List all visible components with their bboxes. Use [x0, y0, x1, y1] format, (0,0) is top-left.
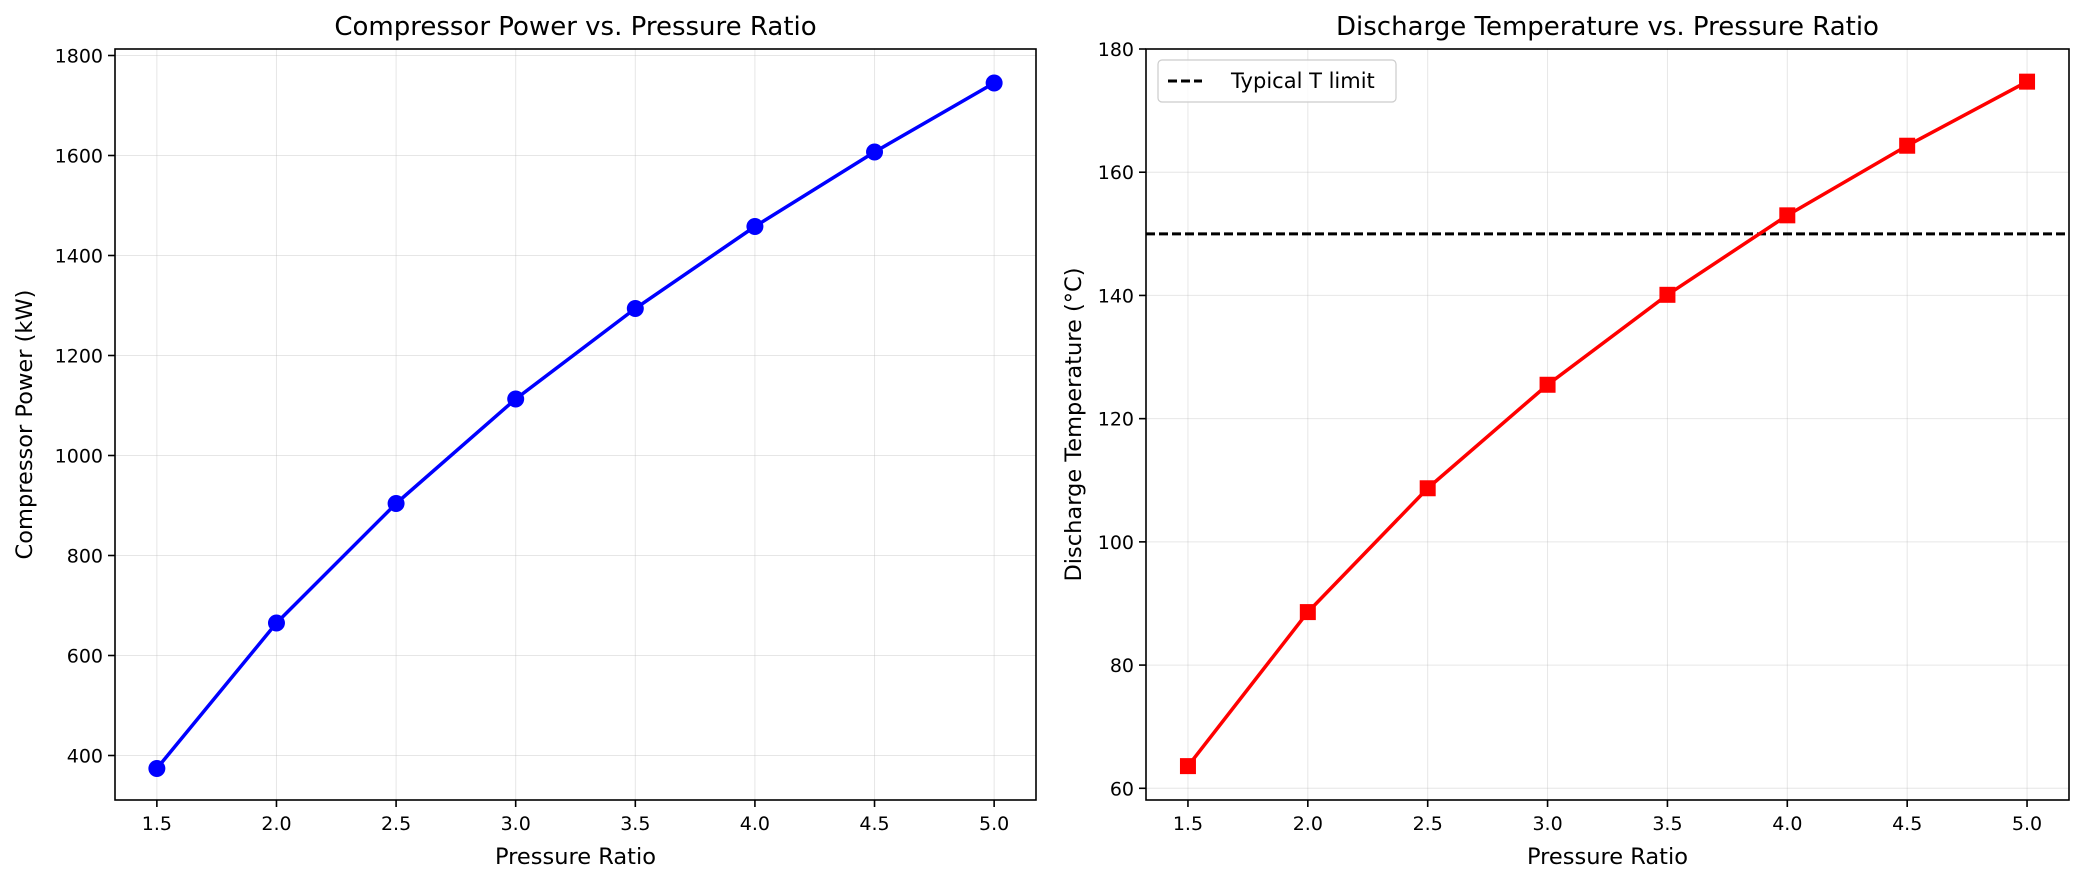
temperature-plot-frame [1145, 48, 2070, 801]
temperature-data-point [1539, 376, 1556, 393]
temperature-data-point [1299, 604, 1316, 621]
temperature-data-point [1899, 137, 1916, 154]
power-series-line [155, 81, 996, 770]
power-x-tick-label: 1.5 [142, 813, 172, 835]
power-chart: 1.5 2.0 2.5 3.0 3.5 4.0 4.5 5.0 400 600 800 1000 120… [12, 12, 1037, 870]
temperature-ticks: 1.5 2.0 2.5 3.0 3.5 4.0 4.5 5.0 60 80 100 120 140 160… [1098, 39, 2042, 835]
temperature-legend: Typical T limit [1157, 59, 1397, 103]
power-y-tick-label: 600 [67, 646, 103, 668]
temperature-x-axis-label: Pressure Ratio [1527, 844, 1688, 870]
power-data-point [507, 390, 525, 408]
temperature-data-point [1659, 286, 1676, 303]
power-y-tick-label: 400 [67, 746, 103, 768]
temperature-x-tick-label: 3.5 [1652, 813, 1682, 835]
power-plot-frame [114, 48, 1037, 801]
power-chart-title: Compressor Power vs. Pressure Ratio [334, 12, 816, 42]
power-x-tick-label: 5.0 [979, 813, 1009, 835]
temperature-x-tick-label: 4.5 [1892, 813, 1922, 835]
temperature-grid [1146, 48, 2069, 800]
temperature-x-tick-label: 1.5 [1173, 813, 1203, 835]
legend-label-typical-t-limit: Typical T limit [1230, 69, 1375, 93]
power-data-point [267, 614, 285, 632]
temperature-data-point [1179, 758, 1196, 775]
power-ticks: 1.5 2.0 2.5 3.0 3.5 4.0 4.5 5.0 400 600 800 1000 120… [55, 46, 1010, 836]
power-y-tick-label: 1200 [55, 346, 103, 368]
temperature-data-point [1419, 480, 1436, 497]
power-x-tick-label: 2.5 [381, 813, 411, 835]
temperature-x-tick-label: 3.0 [1532, 813, 1562, 835]
power-data-point [985, 74, 1003, 92]
power-y-tick-label: 1800 [55, 46, 103, 68]
power-x-axis-label: Pressure Ratio [495, 844, 656, 870]
temperature-chart-title: Discharge Temperature vs. Pressure Ratio [1336, 12, 1879, 42]
temperature-y-axis-label: Discharge Temperature (°C) [1061, 267, 1087, 581]
power-y-tick-label: 800 [67, 546, 103, 568]
temperature-y-tick-label: 60 [1110, 778, 1134, 800]
power-x-tick-label: 4.5 [859, 813, 889, 835]
temperature-series-line [1186, 80, 2028, 768]
power-data-point [866, 143, 884, 161]
power-data-point [746, 218, 764, 235]
power-x-tick-label: 3.5 [620, 813, 650, 835]
power-data-point [148, 760, 166, 777]
temperature-y-tick-label: 160 [1098, 162, 1134, 184]
temperature-x-tick-label: 4.0 [1772, 813, 1802, 835]
power-y-axis-label: Compressor Power (kW) [12, 290, 38, 560]
power-x-tick-label: 4.0 [740, 813, 770, 835]
temperature-y-tick-label: 140 [1098, 285, 1134, 307]
power-data-point [626, 300, 644, 317]
temperature-y-tick-label: 180 [1098, 39, 1134, 61]
temperature-data-point [2019, 73, 2036, 90]
power-y-tick-label: 1000 [55, 446, 103, 468]
power-series [148, 74, 1003, 777]
power-x-tick-label: 2.0 [261, 813, 291, 835]
temperature-y-tick-label: 100 [1098, 532, 1134, 554]
temperature-x-tick-label: 2.0 [1293, 813, 1323, 835]
temperature-y-tick-label: 120 [1098, 409, 1134, 431]
power-x-tick-label: 3.0 [501, 813, 531, 835]
power-y-tick-label: 1400 [55, 246, 103, 268]
temperature-x-tick-label: 5.0 [2012, 813, 2042, 835]
temperature-chart: 1.5 2.0 2.5 3.0 3.5 4.0 4.5 5.0 60 80 100 120 140 160… [1061, 12, 2070, 870]
power-grid [115, 49, 1036, 800]
power-y-tick-label: 1600 [55, 146, 103, 168]
power-data-point [387, 495, 405, 512]
temperature-y-tick-label: 80 [1110, 655, 1134, 677]
legend-frame [1157, 59, 1397, 103]
temperature-data-point [1779, 207, 1796, 224]
temperature-x-tick-label: 2.5 [1413, 813, 1443, 835]
temperature-series [1179, 73, 2036, 775]
